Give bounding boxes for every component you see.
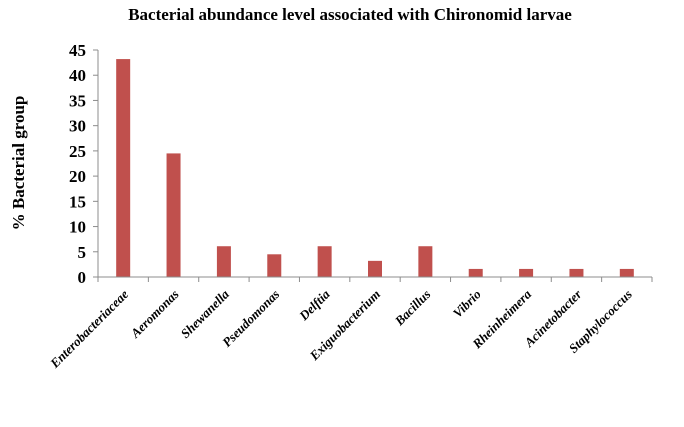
x-tick-label: Delftia	[295, 286, 333, 324]
x-tick-label: Vibrio	[450, 286, 484, 320]
bar	[116, 59, 131, 277]
x-axis: EnterobacteriaceaeAeromonasShewanellaPse…	[46, 276, 653, 371]
x-tick-label: Bacillus	[391, 287, 433, 329]
y-tick-label: 35	[69, 91, 86, 110]
y-tick-label: 45	[69, 41, 86, 60]
bar	[569, 268, 584, 277]
bar	[317, 246, 332, 277]
y-axis: 0 5 10 15 20 25 30 35 40 45	[69, 41, 99, 287]
y-tick-label: 30	[69, 117, 86, 136]
y-tick-label: 25	[69, 142, 86, 161]
bar	[418, 246, 433, 277]
y-tick-label: 10	[69, 218, 86, 237]
y-tick-label: 0	[78, 268, 87, 287]
x-tick-label: Enterobacteriaceae	[46, 286, 131, 371]
y-axis-label: % Bacterial group	[9, 96, 28, 231]
bar	[216, 246, 231, 277]
y-tick-label: 40	[69, 66, 86, 85]
x-tick-label: Aeromonas	[127, 287, 182, 342]
y-tick-label: 20	[69, 167, 86, 186]
chart-title: Bacterial abundance level associated wit…	[128, 5, 572, 24]
y-tick-label: 15	[69, 192, 86, 211]
bar	[468, 268, 483, 277]
bars	[116, 59, 634, 277]
bar	[519, 268, 534, 277]
bar	[267, 254, 282, 277]
y-tick-label: 5	[78, 243, 87, 262]
bar	[619, 268, 634, 277]
bar	[368, 260, 382, 277]
bar	[166, 153, 181, 277]
